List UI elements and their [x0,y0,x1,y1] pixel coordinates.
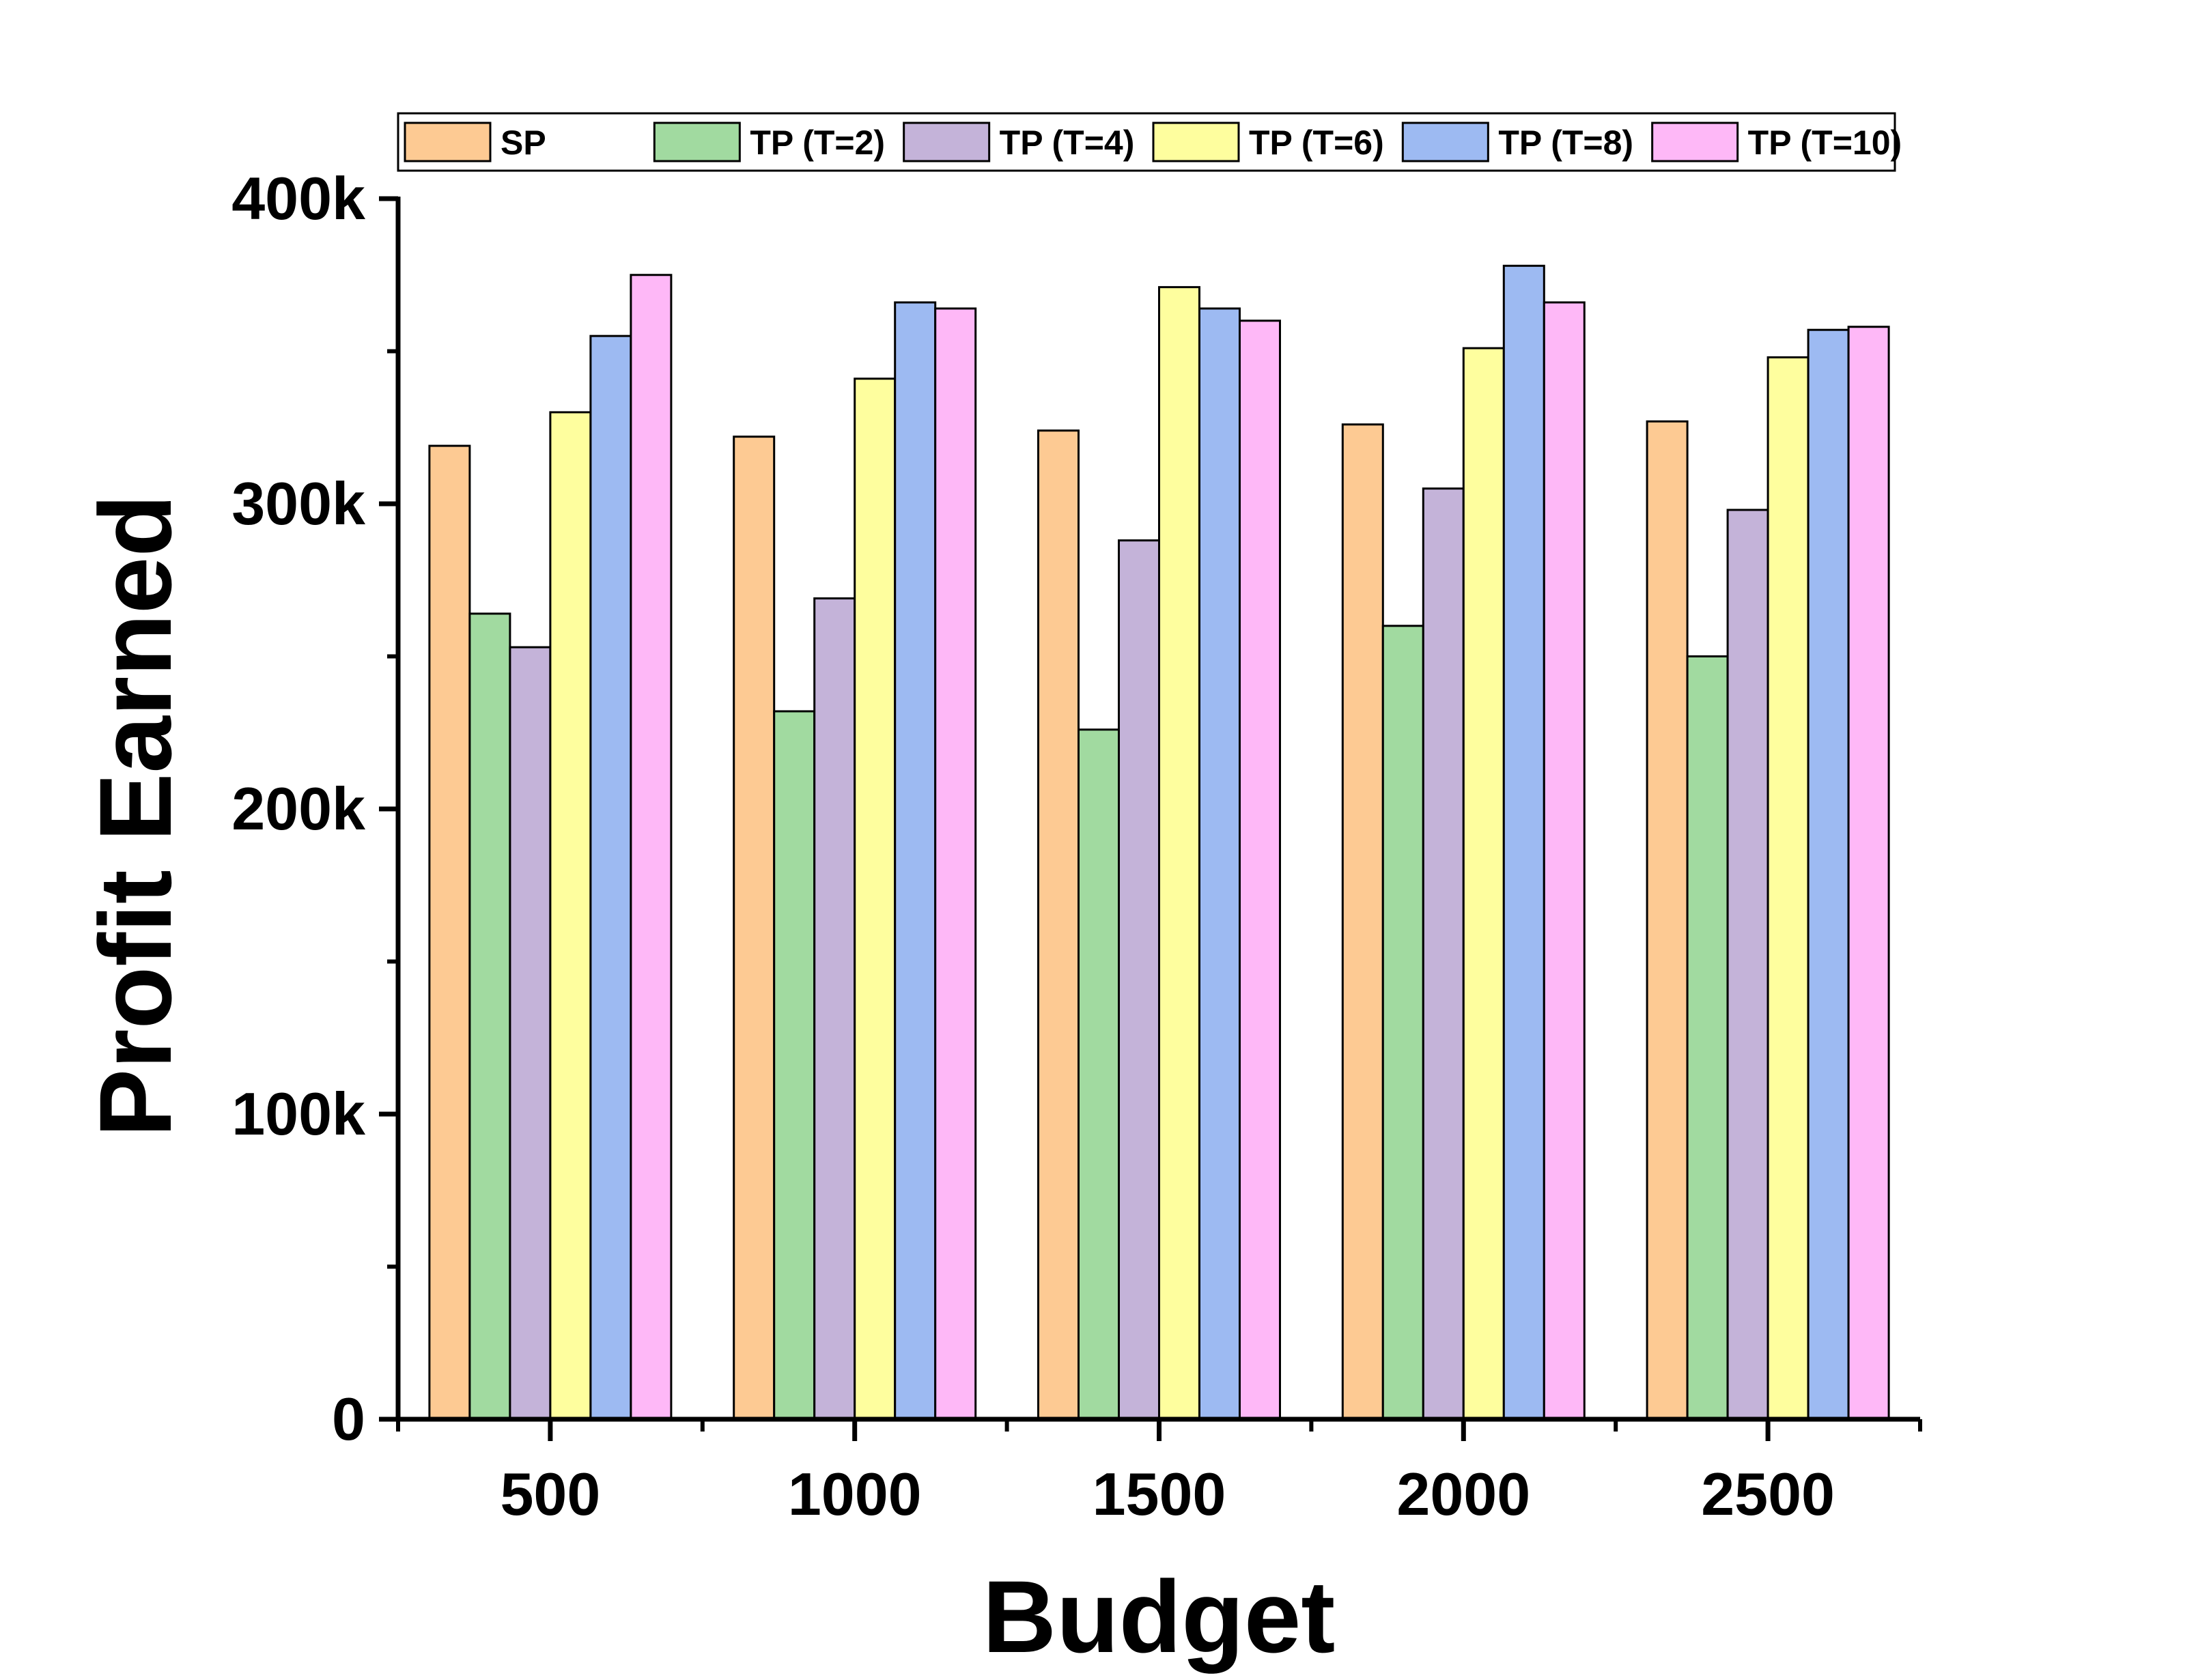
x-tick-label: 1500 [1093,1460,1226,1528]
bar [1239,319,1281,1421]
y-tick-label: 200k [231,775,366,842]
bar [1198,307,1241,1421]
y-axis-title: Profit Earned [78,494,193,1137]
bar [894,301,937,1421]
bar [509,646,552,1421]
bar [1158,286,1200,1421]
bar [428,444,471,1421]
y-tick-label: 400k [231,165,366,232]
bar [630,274,673,1421]
x-tick-label: 2500 [1701,1460,1835,1528]
bar [1686,655,1729,1421]
x-tick-label: 500 [500,1460,600,1528]
bar [854,378,897,1421]
legend-swatch [1401,122,1489,162]
bar [1543,301,1586,1421]
bar [549,411,592,1421]
legend-swatch [653,122,741,162]
legend-label: SP [501,124,546,162]
legend-swatch [1152,122,1240,162]
bar [1078,728,1120,1421]
legend-label: TP (T=8) [1498,124,1633,162]
bar [1726,509,1769,1421]
bar [1381,625,1424,1421]
legend-frame [397,112,1896,172]
bar [1341,423,1384,1421]
bar [934,307,977,1421]
legend-label: TP (T=2) [750,124,885,162]
x-axis-title: Budget [983,1559,1336,1674]
bar [589,334,632,1421]
legend-swatch [903,122,991,162]
bar [1422,487,1465,1421]
y-tick-label: 100k [231,1080,366,1148]
legend: SP TP (T=2) TP (T=4) TP (T=6) TP (T=8) TP (T=… [397,112,1902,172]
bar [1037,429,1080,1421]
legend-swatch [1651,122,1739,162]
bar [813,597,856,1421]
x-tick-label: 2000 [1396,1460,1530,1528]
bar [1502,264,1545,1421]
bar [1462,347,1505,1421]
bar [1118,539,1160,1421]
x-ticks: 500 1000 1500 2000 2500 [396,1419,1922,1528]
bar [1646,420,1689,1421]
y-tick-label: 0 [332,1385,365,1453]
bar [1766,356,1810,1421]
bar [733,436,776,1421]
bar [1807,328,1850,1421]
bar [773,710,816,1421]
legend-label: TP (T=6) [1249,124,1384,162]
y-ticks: 0 100k 200k 300k 400k [231,165,398,1453]
legend-swatch [404,122,492,162]
bar [1847,326,1890,1421]
legend-label: TP (T=10) [1748,124,1902,162]
legend-label: TP (T=4) [1000,124,1135,162]
bar [468,612,511,1421]
bars [428,264,1890,1421]
x-tick-label: 1000 [788,1460,922,1528]
y-tick-label: 300k [231,470,366,537]
